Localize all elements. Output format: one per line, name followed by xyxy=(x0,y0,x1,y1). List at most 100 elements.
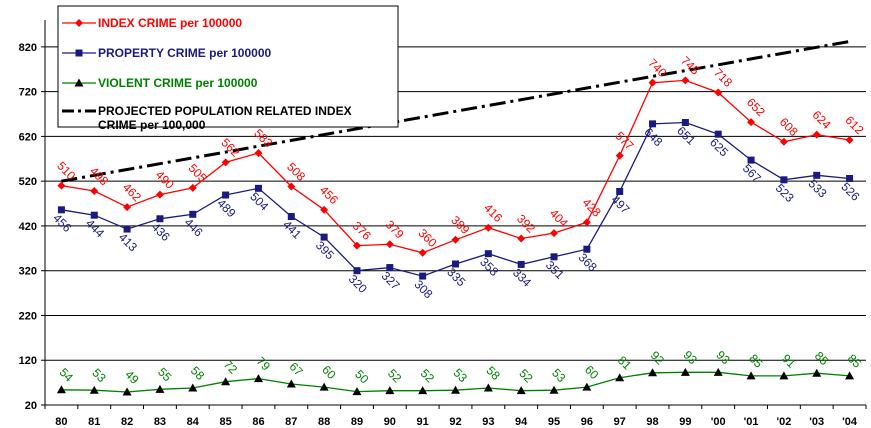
diamond-marker xyxy=(648,78,657,87)
x-tick-label: 99 xyxy=(679,416,691,428)
data-label: 523 xyxy=(773,181,797,205)
data-label: 358 xyxy=(477,255,501,279)
triangle-marker xyxy=(155,384,165,393)
square-marker xyxy=(189,210,197,218)
diamond-marker xyxy=(287,182,296,191)
data-label: 308 xyxy=(411,277,435,301)
x-tick-label: 98 xyxy=(646,416,658,428)
square-marker xyxy=(649,120,657,128)
legend-label: PROPERTY CRIME per 100000 xyxy=(98,46,272,60)
y-tick-label: 720 xyxy=(19,87,37,99)
y-tick-label: 620 xyxy=(19,131,37,143)
data-label: 608 xyxy=(777,115,801,139)
data-label: 53 xyxy=(549,366,569,386)
diamond-marker xyxy=(352,241,361,250)
x-tick-label: 94 xyxy=(515,416,528,428)
data-label: 444 xyxy=(83,216,107,240)
diamond-marker xyxy=(75,19,83,27)
data-label: 526 xyxy=(838,180,862,204)
diamond-marker xyxy=(254,148,263,157)
data-label: 93 xyxy=(681,348,701,368)
data-label: 404 xyxy=(547,206,571,230)
data-label: 446 xyxy=(182,215,206,239)
diamond-marker xyxy=(320,205,329,214)
triangle-marker xyxy=(516,386,526,395)
diamond-marker xyxy=(681,76,690,85)
diamond-marker xyxy=(90,187,99,196)
legend-label: PROJECTED POPULATION RELATED INDEX xyxy=(98,104,352,118)
x-tick-label: '01 xyxy=(744,416,759,428)
square-marker xyxy=(452,260,459,268)
triangle-marker xyxy=(713,367,723,376)
data-label: 54 xyxy=(57,365,77,385)
y-tick-label: 120 xyxy=(19,355,37,367)
x-tick-label: '04 xyxy=(842,416,858,428)
data-label: 624 xyxy=(810,108,834,132)
y-tick-label: 820 xyxy=(19,42,37,54)
diamond-marker xyxy=(451,235,460,244)
data-label: 625 xyxy=(707,135,731,159)
square-marker xyxy=(747,156,755,164)
data-label: 58 xyxy=(483,363,503,383)
data-label: 718 xyxy=(711,66,735,90)
diamond-marker xyxy=(418,248,427,257)
square-marker xyxy=(517,260,525,268)
data-label: 428 xyxy=(580,195,604,219)
diamond-marker xyxy=(123,203,132,212)
diamond-marker xyxy=(57,181,66,190)
data-label: 320 xyxy=(346,272,370,296)
legend-box xyxy=(57,5,399,128)
triangle-marker xyxy=(812,368,822,377)
x-tick-label: 84 xyxy=(187,416,200,428)
data-label: 577 xyxy=(612,129,636,153)
triangle-marker xyxy=(845,371,855,380)
data-label: 379 xyxy=(383,217,407,241)
data-label: 413 xyxy=(116,230,140,254)
square-marker xyxy=(780,176,788,184)
square-marker xyxy=(846,174,854,182)
data-label: 67 xyxy=(286,359,306,379)
legend-label: INDEX CRIME per 100000 xyxy=(98,16,242,30)
triangle-marker xyxy=(352,387,362,396)
x-tick-label: 93 xyxy=(482,416,494,428)
data-label: 504 xyxy=(247,189,271,213)
square-marker xyxy=(90,211,98,219)
data-label: 652 xyxy=(744,95,768,119)
diamond-marker xyxy=(188,183,197,192)
square-marker xyxy=(484,250,492,258)
data-label: 533 xyxy=(806,176,830,200)
data-label: 416 xyxy=(481,201,505,225)
square-marker xyxy=(222,191,230,199)
x-tick-label: 90 xyxy=(384,416,396,428)
square-marker xyxy=(75,49,83,57)
data-label: 490 xyxy=(153,168,177,192)
data-label: 49 xyxy=(122,368,142,388)
data-label: 497 xyxy=(608,193,632,217)
triangle-marker xyxy=(286,379,296,388)
data-label: 351 xyxy=(543,258,567,282)
triangle-marker xyxy=(549,385,559,394)
data-label: 85 xyxy=(845,351,865,371)
triangle-marker xyxy=(648,368,658,377)
data-label: 436 xyxy=(149,220,173,244)
y-tick-label: 520 xyxy=(19,176,37,188)
x-tick-label: '02 xyxy=(776,416,791,428)
data-label: 567 xyxy=(740,161,764,185)
data-label: 53 xyxy=(89,366,109,386)
data-label: 456 xyxy=(50,211,74,235)
data-label: 334 xyxy=(510,266,534,290)
y-tick-label: 320 xyxy=(19,266,37,278)
data-label: 60 xyxy=(582,363,602,383)
data-label: 79 xyxy=(254,354,274,374)
data-label: 360 xyxy=(415,226,439,250)
data-label: 651 xyxy=(674,124,698,148)
data-label: 562 xyxy=(218,136,242,160)
square-marker xyxy=(681,119,689,127)
triangle-marker xyxy=(779,371,789,380)
diamond-marker xyxy=(615,151,624,160)
x-tick-label: 81 xyxy=(88,416,100,428)
data-label: 508 xyxy=(284,160,308,184)
diamond-marker xyxy=(484,223,493,232)
data-label: 376 xyxy=(350,219,374,243)
data-label: 456 xyxy=(317,183,341,207)
